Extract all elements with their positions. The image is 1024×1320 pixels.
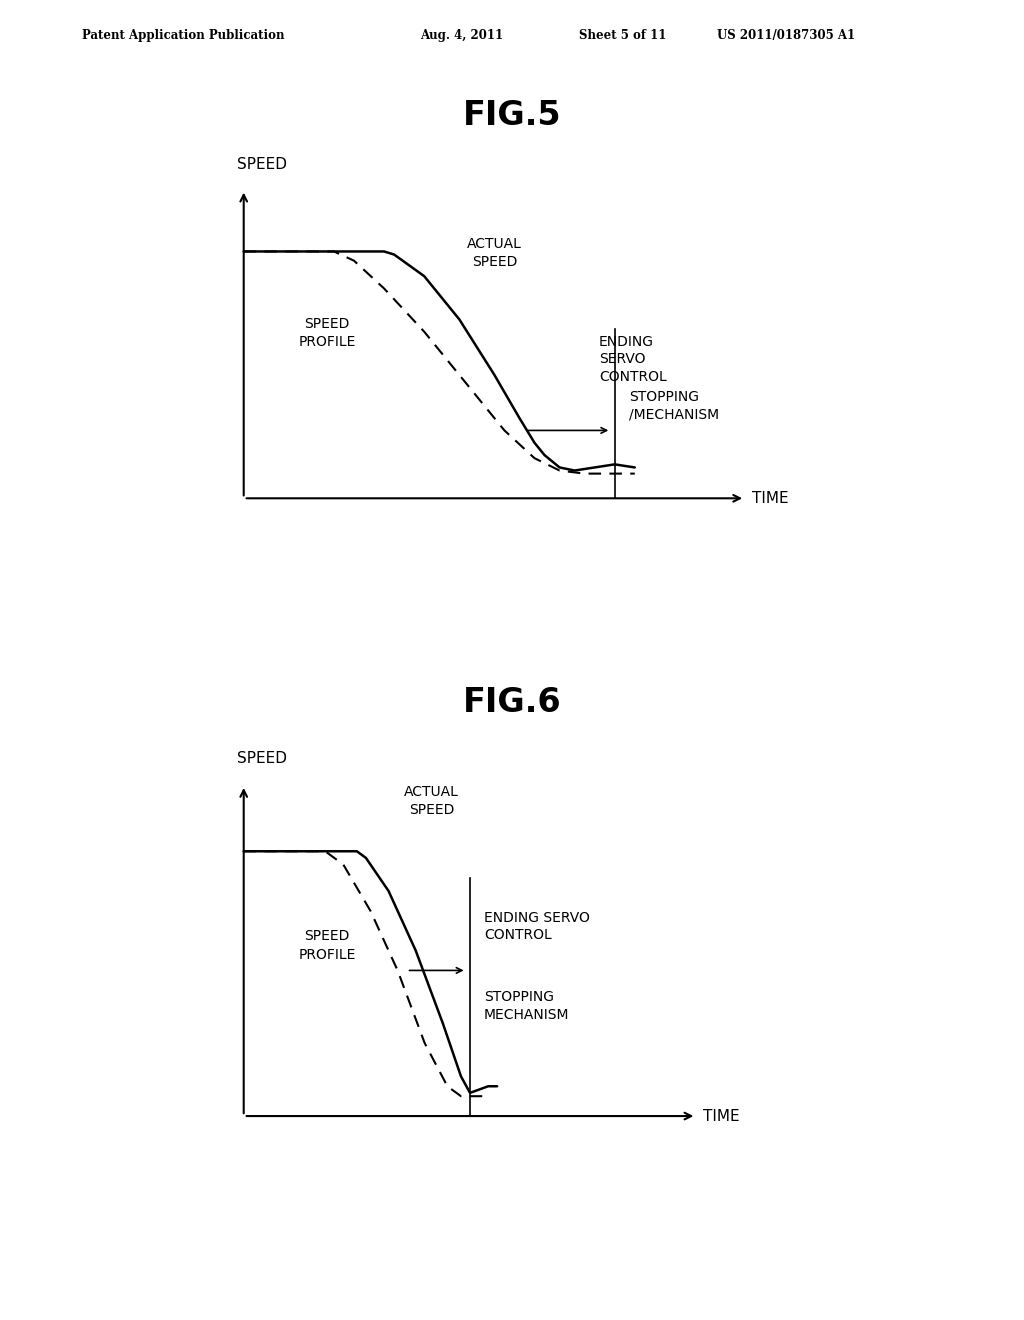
Text: Patent Application Publication: Patent Application Publication: [82, 29, 285, 42]
Text: TIME: TIME: [703, 1109, 740, 1123]
Text: STOPPING
/MECHANISM: STOPPING /MECHANISM: [629, 391, 719, 421]
Text: ENDING SERVO
CONTROL: ENDING SERVO CONTROL: [484, 911, 590, 942]
Text: Aug. 4, 2011: Aug. 4, 2011: [420, 29, 503, 42]
Text: FIG.6: FIG.6: [463, 686, 561, 719]
Text: ACTUAL
SPEED: ACTUAL SPEED: [404, 785, 459, 817]
Text: SPEED
PROFILE: SPEED PROFILE: [299, 929, 356, 961]
Text: TIME: TIME: [752, 491, 788, 506]
Text: FIG.5: FIG.5: [463, 99, 561, 132]
Text: SPEED: SPEED: [237, 751, 287, 766]
Text: ACTUAL
SPEED: ACTUAL SPEED: [467, 238, 522, 269]
Text: Sheet 5 of 11: Sheet 5 of 11: [579, 29, 666, 42]
Text: US 2011/0187305 A1: US 2011/0187305 A1: [717, 29, 855, 42]
Text: SPEED: SPEED: [237, 157, 287, 172]
Text: STOPPING
MECHANISM: STOPPING MECHANISM: [484, 990, 569, 1022]
Text: SPEED
PROFILE: SPEED PROFILE: [299, 317, 356, 350]
Text: ENDING
SERVO
CONTROL: ENDING SERVO CONTROL: [599, 335, 667, 384]
